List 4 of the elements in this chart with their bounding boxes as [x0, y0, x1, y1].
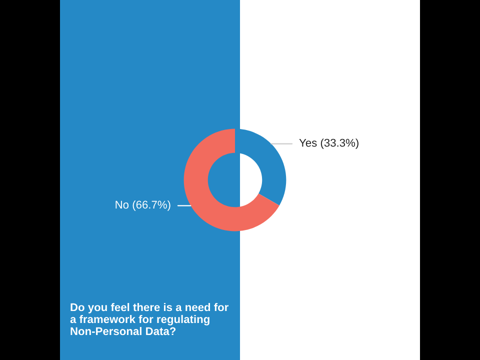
donut-slice	[184, 128, 280, 232]
slice-label: Yes (33.3%)	[299, 138, 358, 149]
text: Do you feel there is a need for a framework for regulating Non-Personal Data?	[70, 303, 229, 336]
slice-label: No (66.7%)	[116, 200, 170, 211]
